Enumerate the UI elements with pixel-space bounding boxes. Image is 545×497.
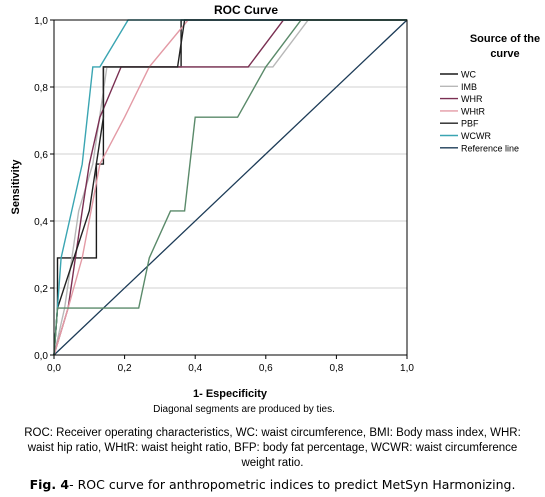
abbreviations-caption: ROC: Receiver operating characteristics,… — [24, 427, 521, 469]
legend-label-wc: WC — [461, 70, 476, 80]
legend-label-wcwr: WCWR — [461, 131, 491, 141]
roc-curve-whr — [53, 19, 407, 356]
roc-curve-pbf — [53, 19, 407, 356]
roc-curve-imb — [53, 19, 407, 356]
roc-curves — [53, 19, 407, 356]
x-tick-label: 0,0 — [47, 363, 61, 374]
roc-curve-wcwr — [53, 19, 407, 356]
x-tick-label: 0,6 — [259, 363, 273, 374]
x-tick-label: 0,8 — [329, 363, 343, 374]
legend-title-line1: Source of the — [470, 33, 540, 45]
y-tick-label: 0,6 — [34, 150, 48, 161]
x-tick-label: 1,0 — [400, 363, 414, 374]
figure-label: Fig. 4 — [29, 477, 70, 492]
y-axis-ticks: 0,0 0,2 0,4 0,6 0,8 1,0 — [34, 16, 54, 362]
legend-label-pbf: PBF — [461, 119, 479, 129]
chart-subtitle: Diagonal segments are produced by ties. — [153, 404, 335, 415]
legend-label-whtr: WHtR — [461, 106, 485, 116]
figure-caption-text: - ROC curve for anthropometric indices t… — [69, 477, 516, 492]
reference-line — [53, 19, 408, 356]
x-tick-label: 0,4 — [188, 363, 202, 374]
chart-title: ROC Curve — [214, 3, 278, 17]
roc-curve-whtr — [53, 19, 407, 356]
x-tick-label: 0,2 — [118, 363, 132, 374]
legend: Source of the curve WC IMB WHR WHtR PBF WCWR R… — [440, 33, 540, 153]
legend-label-imb: IMB — [461, 82, 477, 92]
x-axis-label: 1- Especificity — [193, 388, 268, 400]
legend-label-reference-line: Reference line — [461, 143, 519, 153]
plot-area-frame — [53, 19, 408, 356]
y-tick-label: 0,4 — [34, 217, 48, 228]
legend-title-line2: curve — [490, 48, 519, 60]
y-tick-label: 0,0 — [34, 351, 48, 362]
y-axis-label: Sensitivity — [10, 159, 22, 215]
y-tick-label: 0,2 — [34, 284, 48, 295]
legend-items: WC IMB WHR WHtR PBF WCWR Reference line — [440, 70, 519, 153]
roc-curve-reference-line — [53, 19, 408, 356]
legend-label-whr: WHR — [461, 94, 483, 104]
y-tick-label: 0,8 — [34, 83, 48, 94]
y-tick-label: 1,0 — [34, 16, 48, 27]
figure-caption: Fig. 4- ROC curve for anthropometric ind… — [0, 477, 545, 492]
x-axis-ticks: 0,0 0,2 0,4 0,6 0,8 1,0 — [47, 355, 414, 374]
roc-curve-7 — [53, 19, 407, 356]
